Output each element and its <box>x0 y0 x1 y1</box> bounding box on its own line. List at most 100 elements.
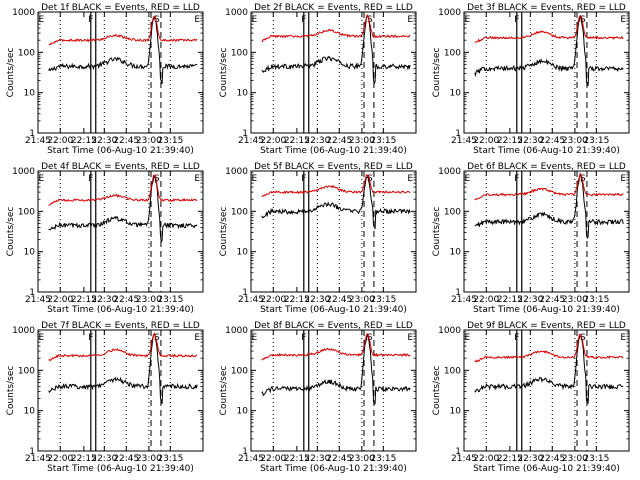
x-tick-label: 22:30 <box>91 136 117 146</box>
panel-title: Det 3f BLACK = Events, RED = LLD <box>467 3 626 13</box>
x-tick-label: 22:45 <box>113 136 139 146</box>
y-tick-label: 100 <box>231 207 248 217</box>
event-marker-s: S <box>154 15 160 25</box>
x-tick-label: 22:30 <box>304 295 330 305</box>
x-tick-label: 22:30 <box>304 454 330 464</box>
panel-det-2: Det 2f BLACK = Events, RED = LLD 1 10 100 10… <box>219 3 417 156</box>
panel-title: Det 2f BLACK = Events, RED = LLD <box>254 3 413 13</box>
y-axis-label: Counts/sec <box>432 207 442 257</box>
y-axis-label: Counts/sec <box>432 48 442 98</box>
event-marker-e: E <box>464 333 470 343</box>
y-axis-label: Counts/sec <box>6 48 16 98</box>
x-tick-label: 21:45 <box>451 454 477 464</box>
x-tick-label: 22:45 <box>113 295 139 305</box>
x-tick-label: 21:45 <box>25 454 51 464</box>
series-line-lld <box>48 174 198 206</box>
event-marker-f: F <box>301 174 306 184</box>
series-line-lld <box>261 174 411 198</box>
x-tick-label: 21:45 <box>25 295 51 305</box>
x-tick-label: 22:00 <box>473 136 499 146</box>
x-tick-label: 22:45 <box>113 454 139 464</box>
panel-det-6: Det 6f BLACK = Events, RED = LLD 1 10 100 10… <box>432 162 630 315</box>
panel-title: Det 8f BLACK = Events, RED = LLD <box>254 321 413 331</box>
event-marker-e: E <box>407 333 413 343</box>
y-tick-label: 10 <box>24 248 36 258</box>
plot-frame <box>463 11 630 134</box>
y-tick-label: 1 <box>242 447 248 457</box>
x-tick-label: 22:15 <box>71 454 97 464</box>
x-tick-label: 23:00 <box>136 295 162 305</box>
y-tick-label: 100 <box>231 366 248 376</box>
y-tick-label: 1 <box>29 288 35 298</box>
y-axis-label: Counts/sec <box>219 48 229 98</box>
y-tick-label: 1000 <box>12 326 35 336</box>
x-tick-label: 22:15 <box>71 295 97 305</box>
panel-title: Det 1f BLACK = Events, RED = LLD <box>41 3 200 13</box>
panel-title: Det 6f BLACK = Events, RED = LLD <box>467 162 626 172</box>
panel-det-8: Det 8f BLACK = Events, RED = LLD 1 10 100 10… <box>219 321 417 474</box>
y-tick-label: 10 <box>24 89 36 99</box>
x-tick-label: 22:45 <box>539 454 565 464</box>
x-tick-label: 22:30 <box>91 295 117 305</box>
x-tick-label: 22:15 <box>497 295 523 305</box>
event-marker-e: E <box>194 174 200 184</box>
x-tick-label: 23:15 <box>157 454 183 464</box>
series-line-lld <box>474 14 624 43</box>
series-line-lld <box>261 333 411 361</box>
x-tick-label: 22:00 <box>47 136 73 146</box>
event-marker-e: E <box>464 15 470 25</box>
x-tick-label: 22:45 <box>539 136 565 146</box>
y-tick-label: 10 <box>24 407 36 417</box>
x-tick-label: 22:30 <box>304 136 330 146</box>
x-tick-label: 23:00 <box>136 454 162 464</box>
y-tick-label: 100 <box>231 48 248 58</box>
panel-det-3: Det 3f BLACK = Events, RED = LLD 1 10 100 10… <box>432 3 630 156</box>
event-marker-e: E <box>251 174 257 184</box>
y-tick-label: 100 <box>444 48 461 58</box>
event-marker-e: E <box>194 15 200 25</box>
series-line-events <box>48 175 198 244</box>
x-axis-label: Start Time (06-Aug-10 21:39:40) <box>260 305 407 315</box>
x-tick-label: 22:30 <box>517 136 543 146</box>
x-tick-label: 22:30 <box>91 454 117 464</box>
x-tick-label: 21:45 <box>25 136 51 146</box>
event-marker-s: S <box>154 333 160 343</box>
x-axis-label: Start Time (06-Aug-10 21:39:40) <box>260 464 407 474</box>
y-axis-label: Counts/sec <box>219 366 229 416</box>
plot-frame <box>463 170 630 293</box>
event-marker-s: S <box>580 15 586 25</box>
panel-title: Det 9f BLACK = Events, RED = LLD <box>467 321 626 331</box>
x-tick-label: 23:00 <box>562 136 588 146</box>
x-tick-label: 22:00 <box>47 454 73 464</box>
x-tick-label: 22:00 <box>47 295 73 305</box>
x-tick-label: 21:45 <box>238 136 264 146</box>
event-marker-f: F <box>301 333 306 343</box>
x-tick-label: 21:45 <box>451 295 477 305</box>
x-axis-label: Start Time (06-Aug-10 21:39:40) <box>473 146 620 156</box>
x-tick-label: 23:15 <box>157 295 183 305</box>
event-marker-f: F <box>88 174 93 184</box>
x-tick-label: 22:45 <box>326 136 352 146</box>
x-tick-label: 22:30 <box>517 454 543 464</box>
x-tick-label: 22:15 <box>284 295 310 305</box>
x-axis-label: Start Time (06-Aug-10 21:39:40) <box>47 146 194 156</box>
event-marker-s: S <box>580 174 586 184</box>
y-tick-label: 1000 <box>438 167 461 177</box>
event-marker-f: F <box>88 15 93 25</box>
event-marker-e: E <box>251 333 257 343</box>
panel-det-7: Det 7f BLACK = Events, RED = LLD 1 10 100 10… <box>6 321 204 474</box>
event-marker-e: E <box>407 15 413 25</box>
y-tick-label: 100 <box>444 207 461 217</box>
series-line-lld <box>261 14 411 43</box>
x-axis-label: Start Time (06-Aug-10 21:39:40) <box>47 305 194 315</box>
y-axis-label: Counts/sec <box>432 366 442 416</box>
event-marker-s: S <box>154 174 160 184</box>
event-marker-e: E <box>464 174 470 184</box>
panel-det-9: Det 9f BLACK = Events, RED = LLD 1 10 100 10… <box>432 321 630 474</box>
series-line-events <box>474 335 624 404</box>
event-marker-e: E <box>251 15 257 25</box>
series-line-events <box>261 333 411 405</box>
event-marker-e: E <box>620 15 626 25</box>
x-tick-label: 23:00 <box>562 454 588 464</box>
